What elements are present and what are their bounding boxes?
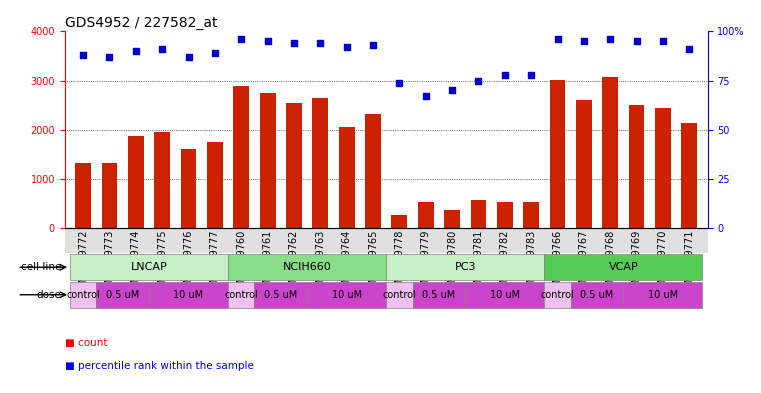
Bar [681,123,697,228]
Point [657,38,669,44]
Bar [524,202,539,228]
Bar [571,281,623,308]
Bar [228,254,386,281]
Bar [207,142,223,228]
Bar [180,149,196,228]
Point [183,54,195,60]
Text: 0.5 uM: 0.5 uM [106,290,139,300]
Text: 10 uM: 10 uM [648,290,678,300]
Text: control: control [66,290,100,300]
Bar [234,86,249,228]
Point [630,38,642,44]
Text: cell line: cell line [21,262,61,272]
Bar [386,254,544,281]
Point [130,48,142,54]
Bar [97,281,149,308]
Point [552,36,564,42]
Bar [365,114,381,228]
Bar [75,163,91,228]
Bar [444,210,460,228]
Bar [307,281,386,308]
Point [367,42,379,48]
Bar [286,103,302,228]
Bar [549,79,565,228]
Point [235,36,247,42]
Text: control: control [383,290,416,300]
Bar [655,108,671,228]
Text: 0.5 uM: 0.5 uM [264,290,298,300]
Text: NCIH660: NCIH660 [283,262,332,272]
Text: 0.5 uM: 0.5 uM [422,290,456,300]
Text: GDS4952 / 227582_at: GDS4952 / 227582_at [65,17,217,30]
Bar [470,200,486,228]
Point [209,50,221,56]
Text: 0.5 uM: 0.5 uM [581,290,613,300]
Point [525,72,537,78]
Point [103,54,116,60]
Bar [70,254,228,281]
Bar [313,98,328,228]
Bar [465,281,544,308]
Bar [629,105,645,228]
Point [498,72,511,78]
Bar [128,136,144,228]
Point [419,93,431,99]
Bar [497,202,513,228]
Bar [623,281,702,308]
Bar [154,132,170,228]
Bar [412,281,465,308]
Bar [254,281,307,308]
Point [341,44,353,50]
Point [446,87,458,94]
Bar [101,163,117,228]
Bar [228,281,254,308]
Bar [602,77,618,228]
Text: 10 uM: 10 uM [174,290,204,300]
Point [578,38,590,44]
Bar [339,127,355,228]
Bar [70,281,97,308]
Point [393,79,406,86]
Text: 10 uM: 10 uM [490,290,520,300]
Bar [260,93,275,228]
Bar [544,254,702,281]
Bar [386,281,412,308]
Bar [576,100,592,228]
Point [156,46,168,52]
Text: ■ percentile rank within the sample: ■ percentile rank within the sample [65,362,253,371]
Point [683,46,696,52]
Point [77,52,89,58]
Bar [391,215,407,228]
Text: control: control [540,290,575,300]
Bar [149,281,228,308]
Text: dose: dose [36,290,61,300]
Text: ■ count: ■ count [65,338,107,348]
Point [288,40,300,46]
Text: 10 uM: 10 uM [332,290,361,300]
Bar [418,202,434,228]
Text: VCAP: VCAP [609,262,638,272]
Text: PC3: PC3 [454,262,476,272]
Text: control: control [224,290,258,300]
Point [604,36,616,42]
Point [314,40,326,46]
Text: LNCAP: LNCAP [131,262,167,272]
Point [262,38,274,44]
Bar [544,281,571,308]
Point [473,77,485,84]
